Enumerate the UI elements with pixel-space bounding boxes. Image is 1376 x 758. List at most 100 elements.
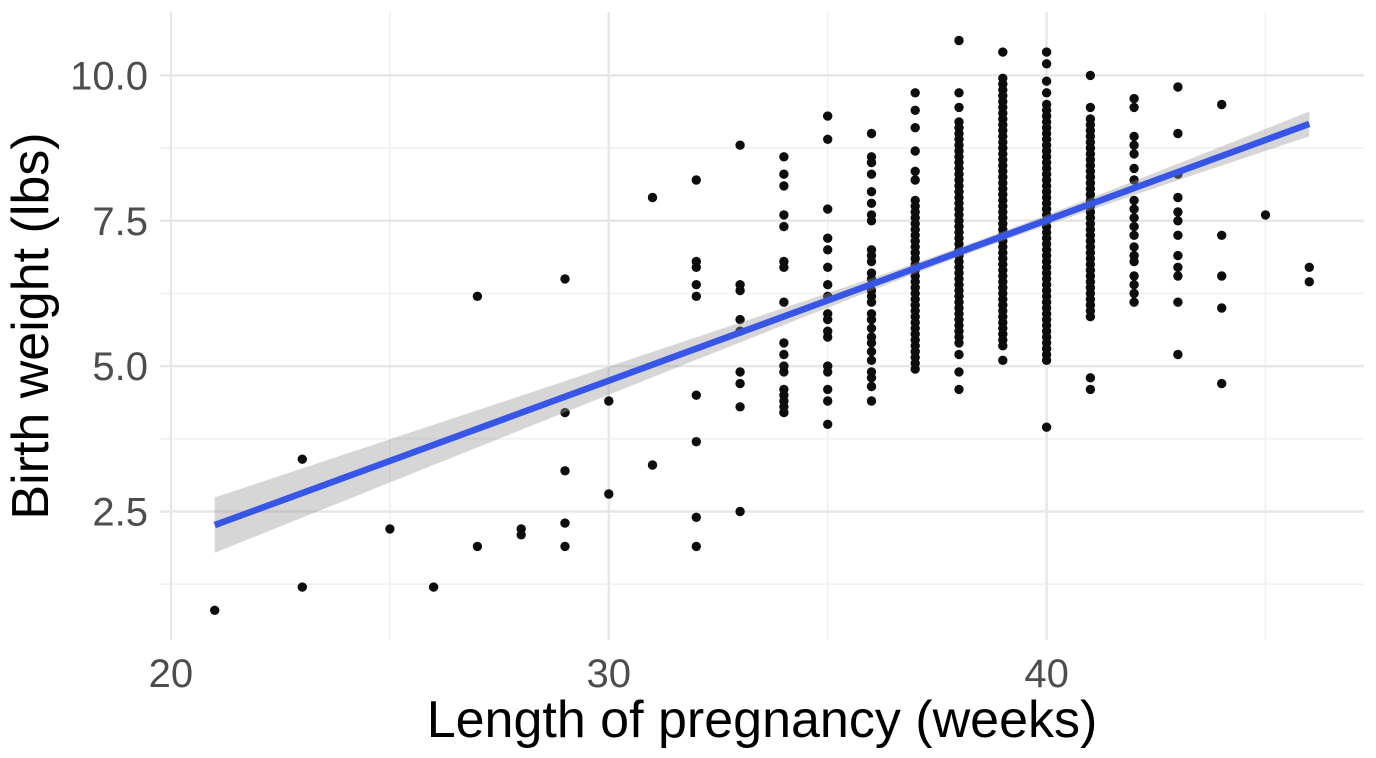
data-point	[560, 466, 570, 476]
gridlines	[160, 12, 1364, 640]
data-point	[735, 140, 745, 150]
data-point	[1129, 230, 1139, 240]
data-point	[1173, 349, 1183, 360]
data-point	[1260, 210, 1271, 220]
data-point	[823, 314, 833, 325]
data-point	[1304, 262, 1315, 272]
data-point	[910, 175, 920, 185]
data-point	[691, 262, 701, 272]
data-point	[823, 396, 833, 406]
data-point	[866, 314, 877, 325]
data-point	[691, 512, 701, 522]
data-point	[385, 524, 395, 534]
data-point	[1129, 280, 1139, 290]
data-point	[691, 280, 701, 290]
data-point	[1041, 355, 1052, 365]
data-point	[735, 285, 745, 296]
data-point	[691, 390, 701, 400]
data-point	[1173, 82, 1183, 92]
regression-line	[213, 120, 1311, 529]
data-point	[1129, 242, 1139, 252]
data-point	[823, 204, 833, 214]
data-point	[866, 187, 877, 197]
regression-layer	[213, 111, 1311, 553]
data-point	[1129, 102, 1139, 113]
data-point	[1129, 288, 1139, 299]
x-tick-label: 30	[587, 652, 632, 696]
data-point	[779, 152, 789, 162]
data-point	[1085, 373, 1096, 383]
data-point	[866, 396, 877, 406]
data-point	[779, 210, 789, 220]
y-axis-title: Birth weight (lbs)	[2, 132, 60, 519]
data-point	[866, 216, 877, 226]
data-point	[823, 111, 833, 121]
data-point	[823, 262, 833, 272]
data-point	[1173, 297, 1183, 307]
data-point	[866, 157, 877, 168]
data-point	[910, 123, 920, 133]
data-point	[472, 541, 483, 552]
data-point	[735, 402, 745, 412]
data-point	[1129, 195, 1139, 206]
data-point	[779, 221, 789, 232]
y-tick-label: 2.5	[92, 491, 148, 535]
data-point	[823, 367, 833, 377]
data-point	[735, 314, 745, 325]
data-point	[428, 582, 439, 592]
data-point	[1129, 213, 1139, 223]
x-tick-label: 40	[1024, 652, 1069, 696]
data-point	[998, 355, 1008, 365]
data-point	[998, 47, 1008, 57]
data-point	[735, 506, 745, 517]
data-point	[1041, 76, 1052, 86]
data-point	[1217, 230, 1227, 240]
data-point	[735, 378, 745, 389]
data-point	[779, 297, 789, 307]
data-point	[823, 245, 833, 255]
data-point	[910, 146, 920, 156]
y-tick-labels: 2.5 5.0 7.5 10.0	[70, 54, 148, 534]
data-point	[823, 419, 833, 429]
data-point	[691, 175, 701, 185]
data-point	[823, 280, 833, 290]
data-point	[954, 102, 964, 113]
data-point	[866, 373, 877, 383]
data-point	[472, 291, 483, 301]
confidence-band	[214, 111, 1310, 553]
data-point	[954, 349, 964, 360]
data-point	[691, 437, 701, 447]
data-point	[866, 323, 877, 333]
data-point	[1085, 312, 1096, 322]
data-point	[1085, 102, 1096, 113]
data-point	[516, 530, 526, 540]
data-point	[1217, 271, 1227, 281]
y-tick-label: 7.5	[92, 200, 148, 244]
data-point	[823, 134, 833, 144]
data-point	[998, 341, 1008, 351]
data-point	[1129, 163, 1139, 174]
data-point	[910, 88, 920, 98]
x-tick-label: 20	[149, 652, 194, 696]
data-point	[1041, 422, 1052, 432]
data-point	[779, 262, 789, 272]
data-point	[1173, 230, 1183, 240]
data-point	[866, 381, 877, 392]
data-point	[735, 367, 745, 377]
data-point	[779, 338, 789, 348]
data-point	[1173, 271, 1183, 281]
data-point	[954, 338, 964, 348]
data-point	[691, 291, 701, 301]
data-point	[1085, 70, 1096, 81]
data-point	[910, 105, 920, 116]
data-point	[1304, 277, 1315, 287]
data-point	[691, 541, 701, 552]
data-point	[1129, 175, 1139, 185]
data-point	[1129, 271, 1139, 281]
data-point	[210, 605, 220, 615]
data-point	[1173, 216, 1183, 226]
y-tick-label: 5.0	[92, 345, 148, 389]
data-point	[866, 355, 877, 365]
data-point	[1129, 93, 1139, 104]
